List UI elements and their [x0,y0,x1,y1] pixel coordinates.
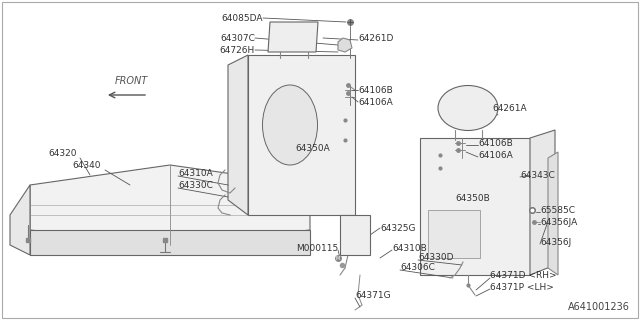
Polygon shape [248,55,355,215]
Text: 64325G: 64325G [380,223,415,233]
Text: M: M [336,255,340,260]
Text: 64726H: 64726H [220,45,255,54]
Polygon shape [420,138,530,275]
Text: 64306C: 64306C [400,263,435,273]
Text: 64106A: 64106A [478,150,513,159]
Text: 64330C: 64330C [178,180,213,189]
Polygon shape [268,22,318,52]
Text: 64310B: 64310B [392,244,427,252]
Text: 64371P <LH>: 64371P <LH> [490,283,554,292]
Text: 64356J: 64356J [540,237,572,246]
Polygon shape [10,185,30,255]
Polygon shape [30,230,310,255]
Polygon shape [30,165,310,245]
Ellipse shape [262,85,317,165]
Ellipse shape [438,85,498,131]
Text: 64350B: 64350B [455,194,490,203]
Text: 64261D: 64261D [358,34,394,43]
Text: 64106B: 64106B [358,85,393,94]
Text: 64310A: 64310A [178,169,212,178]
Text: 64106A: 64106A [358,98,393,107]
Text: FRONT: FRONT [115,76,148,86]
Text: 64085DA: 64085DA [221,13,263,22]
Text: 64371G: 64371G [355,292,390,300]
Text: 65585C: 65585C [540,205,575,214]
Polygon shape [338,38,352,52]
Text: 64371D <RH>: 64371D <RH> [490,271,557,281]
Text: 64340: 64340 [72,161,100,170]
Text: 64261A: 64261A [492,103,527,113]
Text: 64350A: 64350A [295,143,330,153]
Polygon shape [340,215,370,255]
Text: M000115: M000115 [296,244,338,252]
Text: 64307C: 64307C [220,34,255,43]
Text: 64343C: 64343C [520,171,555,180]
Polygon shape [530,130,555,275]
Text: A641001236: A641001236 [568,302,630,312]
Polygon shape [548,152,558,275]
Text: 64356JA: 64356JA [540,218,577,227]
Polygon shape [228,55,248,215]
Text: 64320: 64320 [48,148,77,157]
Polygon shape [428,210,480,258]
Text: 64106B: 64106B [478,139,513,148]
Text: 64330D: 64330D [418,253,454,262]
